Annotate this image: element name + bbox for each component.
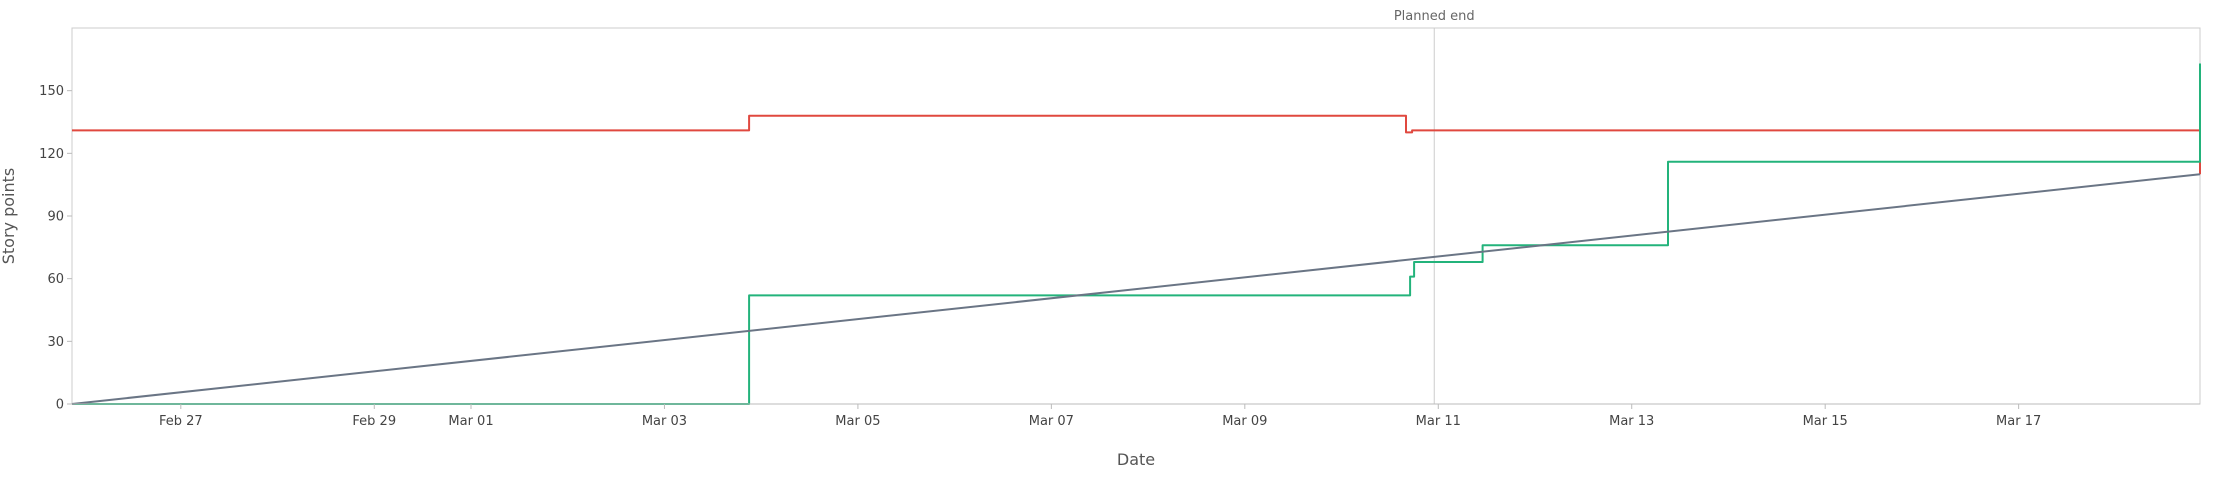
planned-end-label: Planned end [1394,9,1475,24]
x-axis-ticks: Feb 27 Feb 29 Mar 01 Mar 03 Mar 05 Mar 07 Mar … [159,404,2041,429]
y-tick-label: 60 [47,272,64,287]
x-tick-label: Mar 17 [1996,414,2041,429]
series-line-1 [72,114,2201,175]
series-lines [71,63,2201,405]
y-tick-label: 90 [47,210,64,225]
x-tick-label: Mar 05 [835,414,880,429]
y-axis-ticks: 0 30 60 90 120 150 [39,84,72,413]
x-tick-label: Feb 29 [352,414,396,429]
series-line-2 [72,63,2201,405]
x-tick-label: Mar 11 [1416,414,1461,429]
x-tick-label: Mar 03 [642,414,687,429]
x-axis-title: Date [1117,450,1155,469]
series-line-3 [71,173,2201,405]
x-tick-label: Mar 07 [1029,414,1074,429]
y-tick-label: 0 [56,398,64,413]
y-axis-title: Story points [0,168,18,265]
x-tick-label: Mar 01 [448,414,493,429]
plot-area-border [71,27,2201,405]
x-tick-label: Feb 27 [159,414,203,429]
y-tick-label: 120 [39,147,64,162]
x-tick-label: Mar 15 [1803,414,1848,429]
y-tick-label: 150 [39,84,64,99]
x-tick-label: Mar 09 [1222,414,1267,429]
annotations: Planned end [1394,9,1475,404]
x-tick-label: Mar 13 [1609,414,1654,429]
y-tick-label: 30 [47,335,64,350]
